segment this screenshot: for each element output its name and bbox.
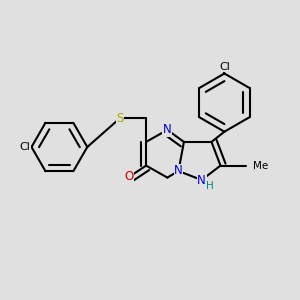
Text: N: N — [197, 173, 206, 187]
Text: Cl: Cl — [19, 142, 30, 152]
Text: N: N — [163, 123, 172, 136]
Text: S: S — [116, 112, 124, 125]
Text: Me: Me — [254, 160, 269, 171]
Text: N: N — [174, 164, 183, 178]
Text: Cl: Cl — [219, 61, 230, 72]
Text: H: H — [206, 181, 214, 191]
Text: O: O — [124, 170, 134, 184]
